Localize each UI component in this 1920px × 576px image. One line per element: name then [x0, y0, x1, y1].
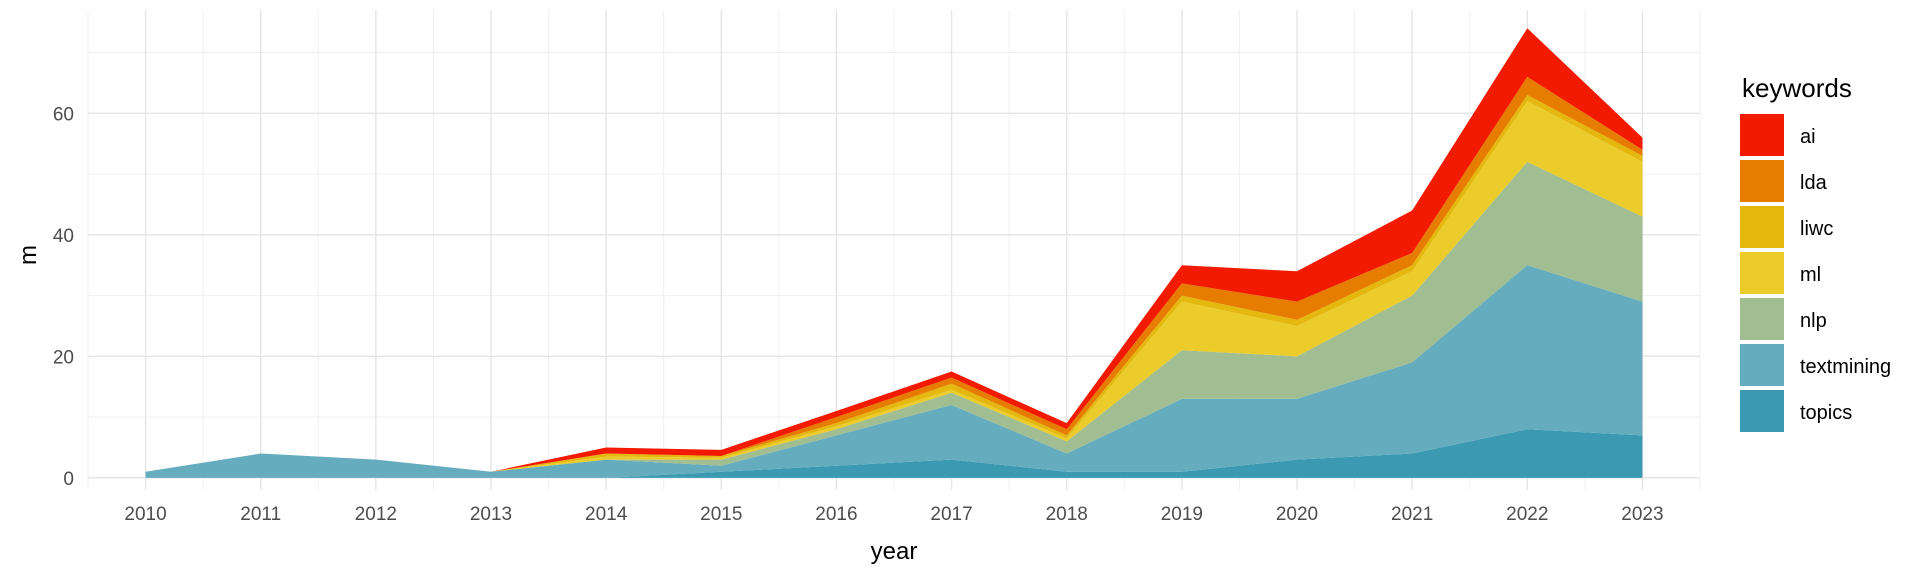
x-tick-label: 2018 — [1046, 504, 1088, 525]
legend-label-liwc: liwc — [1800, 218, 1833, 240]
legend-items: ai lda liwc ml nlp textmining topics — [1740, 114, 1891, 432]
y-tick-label: 0 — [63, 469, 74, 490]
y-tick-label: 60 — [53, 104, 74, 125]
legend-item-topics: topics — [1740, 390, 1852, 432]
y-tick-label: 20 — [53, 347, 74, 368]
legend-label-topics: topics — [1800, 402, 1852, 424]
legend-item-ml: ml — [1740, 252, 1821, 294]
legend-title: keywords — [1742, 73, 1852, 103]
x-tick-label: 2011 — [240, 504, 281, 525]
legend-label-lda: lda — [1800, 172, 1828, 194]
x-tick-label: 2016 — [815, 504, 857, 525]
x-tick-label: 2010 — [124, 504, 166, 525]
area-topics — [145, 429, 1643, 478]
legend-item-liwc: liwc — [1740, 206, 1833, 248]
x-tick-label: 2022 — [1506, 504, 1548, 525]
legend: keywords ai lda liwc ml nlp textmining topics — [1740, 73, 1891, 432]
legend-item-textmining: textmining — [1740, 344, 1891, 386]
legend-label-ai: ai — [1800, 126, 1816, 148]
x-tick-label: 2017 — [930, 504, 972, 525]
x-tick-label: 2015 — [700, 504, 742, 525]
legend-swatch-ml — [1740, 252, 1784, 294]
x-tick-label: 2013 — [470, 504, 512, 525]
legend-swatch-ai — [1740, 114, 1784, 156]
legend-swatch-liwc — [1740, 206, 1784, 248]
legend-swatch-topics — [1740, 390, 1784, 432]
legend-label-nlp: nlp — [1800, 310, 1827, 332]
legend-item-nlp: nlp — [1740, 298, 1827, 340]
area-textmining — [145, 265, 1643, 478]
x-axis-ticks: 2010 2011 2012 2013 2014 2015 2016 2017 2018 2019… — [124, 504, 1663, 525]
legend-label-ml: ml — [1800, 264, 1821, 286]
legend-label-textmining: textmining — [1800, 356, 1891, 378]
y-axis-ticks: 0 20 40 60 — [53, 104, 74, 490]
y-tick-label: 40 — [53, 226, 74, 247]
x-tick-label: 2020 — [1276, 504, 1318, 525]
legend-swatch-textmining — [1740, 344, 1784, 386]
legend-swatch-lda — [1740, 160, 1784, 202]
legend-swatch-nlp — [1740, 298, 1784, 340]
x-axis-title: year — [871, 538, 918, 565]
legend-item-ai: ai — [1740, 114, 1816, 156]
x-tick-label: 2019 — [1161, 504, 1203, 525]
x-tick-label: 2023 — [1621, 504, 1663, 525]
area-nlp — [145, 161, 1643, 472]
x-tick-label: 2012 — [355, 504, 397, 525]
area-ai — [145, 28, 1643, 472]
x-tick-label: 2014 — [585, 504, 628, 525]
area-series-layer — [145, 28, 1643, 478]
legend-item-lda: lda — [1740, 160, 1828, 202]
x-tick-label: 2021 — [1391, 504, 1433, 525]
y-axis-title: m — [15, 245, 42, 265]
